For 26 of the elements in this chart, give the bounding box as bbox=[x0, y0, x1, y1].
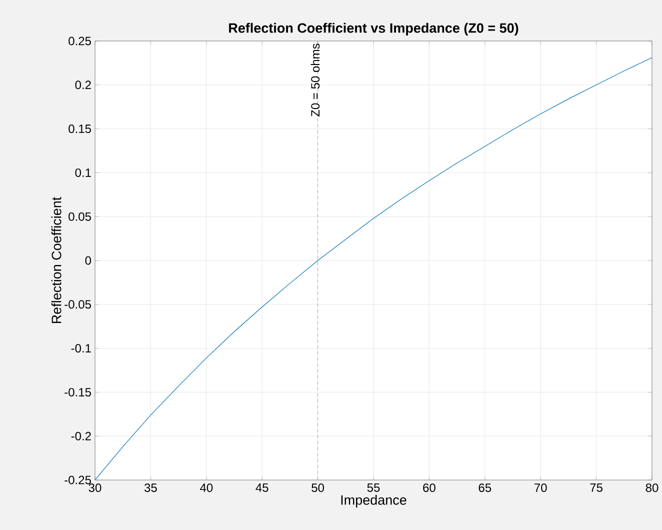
x-tick-label: 80 bbox=[646, 484, 658, 492]
x-tick-label: 60 bbox=[423, 484, 436, 492]
x-tick-label: 45 bbox=[256, 484, 268, 492]
y-tick-label: -0.1 bbox=[71, 344, 91, 353]
y-tick-label: -0.15 bbox=[64, 388, 91, 396]
chart-title: Reflection Coefficient vs Impedance (Z0 = 50) bbox=[229, 22, 518, 36]
y-tick-label: -0.05 bbox=[64, 300, 91, 309]
y-tick-label: 0.15 bbox=[68, 124, 91, 134]
y-tick-label: 0.2 bbox=[75, 80, 91, 90]
x-tick-label: 75 bbox=[590, 484, 602, 492]
x-tick-label: 55 bbox=[367, 484, 380, 492]
ref-line-label: Z0 = 50 ohms bbox=[310, 44, 320, 117]
x-tick-label: 50 bbox=[312, 484, 324, 492]
y-tick-label: 0.05 bbox=[68, 212, 91, 221]
x-axis-title: Impedance bbox=[341, 494, 406, 508]
x-tick-label: 30 bbox=[88, 484, 102, 492]
x-tick-label: 35 bbox=[144, 484, 157, 492]
y-tick-label: 0 bbox=[85, 256, 92, 265]
y-axis-title: Reflection Coefficient bbox=[51, 196, 62, 324]
y-tick-label: 0.1 bbox=[75, 168, 91, 177]
y-tick-label: 0.25 bbox=[68, 36, 91, 46]
x-tick-label: 40 bbox=[200, 484, 213, 492]
y-tick-label: -0.25 bbox=[64, 476, 91, 484]
x-tick-label: 65 bbox=[478, 484, 492, 492]
x-tick-label: 70 bbox=[534, 484, 547, 492]
y-tick-label: -0.2 bbox=[71, 432, 91, 440]
